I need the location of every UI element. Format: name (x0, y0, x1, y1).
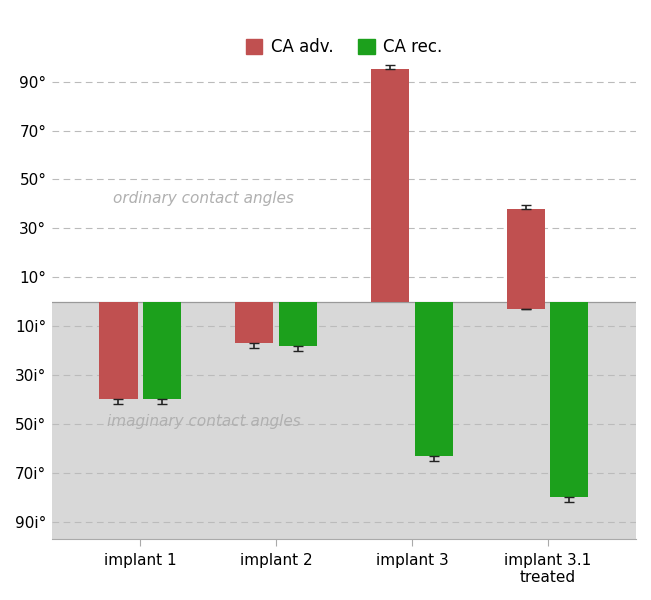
Bar (52, 302, 636, 539)
Bar (100, 302, 137, 400)
Bar (143, 302, 181, 400)
Bar (235, 302, 273, 343)
Text: imaginary contact angles: imaginary contact angles (107, 415, 301, 430)
Bar (507, 302, 545, 309)
Bar (507, 209, 545, 302)
Bar (52, 52, 636, 302)
Bar (551, 302, 589, 497)
Bar (415, 302, 452, 455)
Bar (371, 70, 409, 302)
Text: ordinary contact angles: ordinary contact angles (113, 191, 294, 206)
Bar (279, 302, 317, 346)
Legend: CA adv., CA rec.: CA adv., CA rec. (239, 32, 449, 63)
